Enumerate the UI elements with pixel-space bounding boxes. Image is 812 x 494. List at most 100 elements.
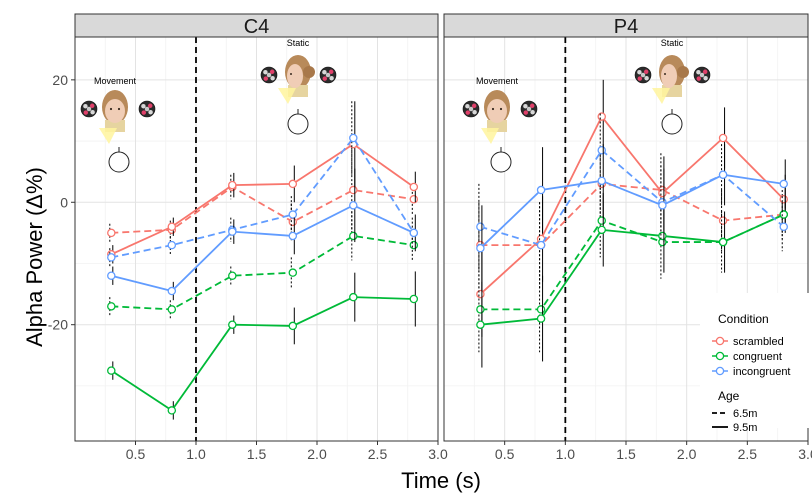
data-point [477,306,484,313]
ball-patch [465,104,469,108]
x-tick-label: 2.0 [307,446,327,462]
x-tick-label: 3.0 [798,446,812,462]
y-tick-label: 20 [52,72,68,88]
facet-strip-label: P4 [614,16,638,38]
clock-face-icon [288,114,308,134]
ball-patch [83,104,87,108]
legend-age-title: Age [718,389,740,403]
face-skin [287,64,303,88]
data-point [289,180,296,187]
data-point [108,254,115,261]
data-point [537,306,544,313]
data-point [410,242,417,249]
data-point [477,290,484,297]
ball-patch [696,70,700,74]
ball-patch [638,76,642,80]
data-point [537,315,544,322]
ball-patch [148,110,152,114]
x-tick-label: 1.0 [556,446,576,462]
data-point [410,295,417,302]
ball-patch [323,76,327,80]
ball-patch [267,73,271,77]
movement-label: Movement [476,76,519,86]
data-point [780,211,787,218]
ball-patch [326,73,330,77]
y-tick-label: -20 [48,317,68,333]
data-point [350,134,357,141]
ball-patch [145,107,149,111]
data-point [350,232,357,239]
ball-patch [472,104,476,108]
x-tick-label: 2.5 [368,446,388,462]
y-tick-label: 0 [60,194,68,210]
data-point [229,321,236,328]
data-point [598,147,605,154]
clock-face-icon [491,152,511,172]
legend-item-age: 9.5m [733,422,757,434]
legend-condition-title: Condition [718,312,769,326]
ball-patch [264,76,268,80]
ball-patch [472,110,476,114]
data-point [289,211,296,218]
eye [500,108,502,110]
data-point [168,306,175,313]
panel-c4: C4 Movement Static 0.5 1.0 1.5 2.0 2.5 3.0 20 0 -20 [48,14,448,462]
face-skin [105,99,125,123]
ball-patch [263,70,267,74]
data-point [168,287,175,294]
ball-patch [637,70,641,74]
ball-patch [700,73,704,77]
ball-patch [466,110,470,114]
data-point [229,228,236,235]
data-point [108,229,115,236]
x-axis-title: Time (s) [401,468,481,493]
ball-patch [270,70,274,74]
data-point [477,321,484,328]
eye [492,108,494,110]
movement-label: Movement [94,76,137,86]
ball-patch [523,104,527,108]
ball-patch [530,104,534,108]
data-point [598,177,605,184]
eye [290,73,292,75]
ball-patch [530,110,534,114]
hair-bun-shape [303,66,315,78]
eye [664,73,666,75]
ball-patch [527,107,531,111]
data-point [229,182,236,189]
face-skin [661,64,677,88]
ball-patch [697,76,701,80]
data-point [289,322,296,329]
ball-patch [329,76,333,80]
data-point [719,217,726,224]
data-point [659,189,666,196]
ball-patch [329,70,333,74]
data-point [659,232,666,239]
static-label: Static [287,38,310,48]
data-point [108,303,115,310]
ball-patch [84,110,88,114]
facet-strip-label: C4 [244,16,270,38]
eye [110,108,112,110]
legend: Condition scrambledcongruentincongruent … [700,293,810,434]
eye [118,108,120,110]
x-tick-label: 0.5 [495,446,515,462]
face-skin [487,99,507,123]
x-tick-label: 2.5 [738,446,758,462]
data-point [168,407,175,414]
ball-patch [524,110,528,114]
ball-patch [703,70,707,74]
legend-item-scrambled: scrambled [733,336,784,348]
x-tick-label: 3.0 [428,446,448,462]
data-point [108,367,115,374]
ball-patch [142,110,146,114]
ball-patch [703,76,707,80]
legend-item-age: 6.5m [733,408,757,420]
ball-patch [322,70,326,74]
ball-patch [641,73,645,77]
static-label: Static [661,38,684,48]
data-point [477,223,484,230]
data-point [410,196,417,203]
ball-patch [270,76,274,80]
